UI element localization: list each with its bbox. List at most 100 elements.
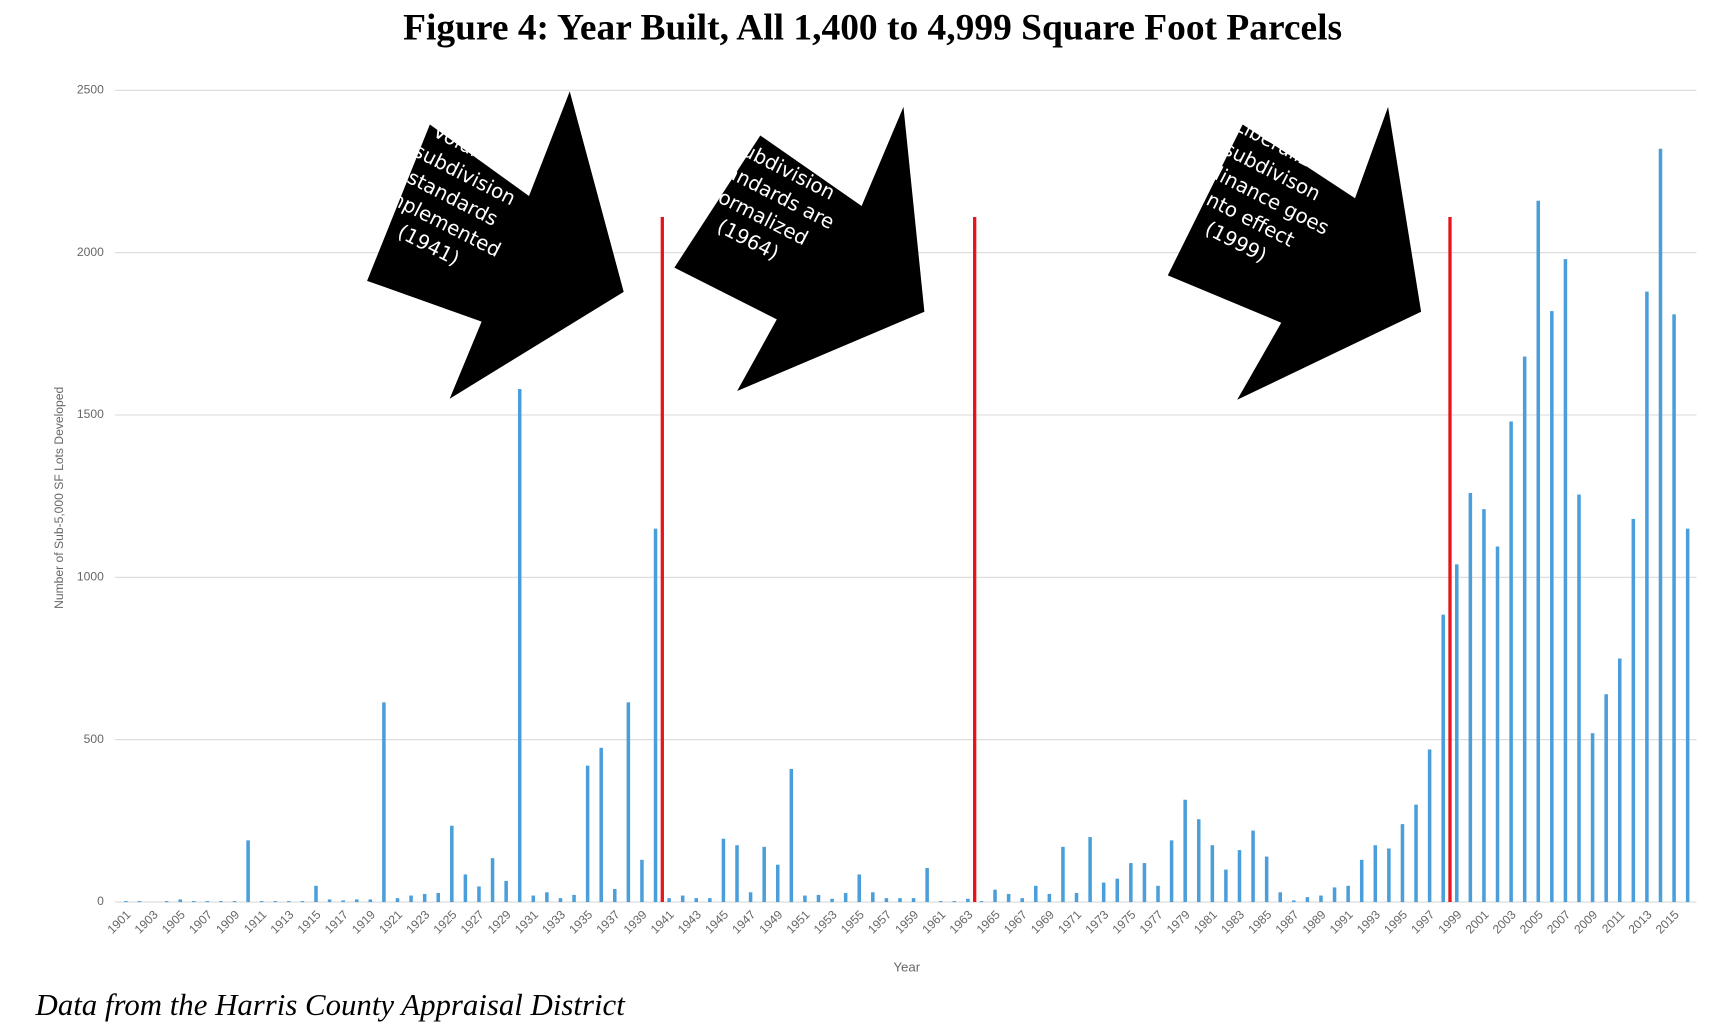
bar xyxy=(993,889,997,903)
x-tick-label: 2009 xyxy=(1571,907,1600,936)
arrow xyxy=(1167,106,1422,400)
bar xyxy=(504,880,508,903)
x-tick-label: 1995 xyxy=(1381,907,1410,936)
bar xyxy=(1563,259,1568,903)
x-tick-label: 1993 xyxy=(1354,907,1383,936)
bar xyxy=(653,528,658,903)
x-tick-label: 1923 xyxy=(403,907,432,936)
y-tick-label: 1500 xyxy=(77,407,104,421)
bar xyxy=(1034,885,1038,903)
x-tick-label: 2007 xyxy=(1544,907,1573,936)
bar xyxy=(952,901,957,903)
bar xyxy=(1047,893,1052,903)
x-tick-label: 1959 xyxy=(892,907,921,936)
bar xyxy=(1658,148,1663,903)
x-tick-label: 1917 xyxy=(322,907,351,936)
x-tick-label: 1927 xyxy=(458,907,487,936)
x-tick-label: 1983 xyxy=(1218,907,1247,936)
bar xyxy=(1115,878,1120,903)
bar xyxy=(436,892,440,903)
bar xyxy=(259,901,264,903)
bar xyxy=(789,768,794,903)
chart-title: Figure 4: Year Built, All 1,400 to 4,999… xyxy=(403,7,1342,48)
x-tick-label: 1937 xyxy=(594,907,623,936)
x-tick-label: 1977 xyxy=(1137,907,1166,936)
x-tick-label: 1971 xyxy=(1055,907,1084,936)
bar xyxy=(1319,895,1323,903)
bar xyxy=(898,898,902,903)
bar xyxy=(1590,733,1595,903)
x-tick-label: 1933 xyxy=(539,907,568,936)
x-tick-label: 2001 xyxy=(1463,907,1492,936)
bar xyxy=(1061,846,1065,903)
y-tick-label: 0 xyxy=(97,894,104,908)
bar xyxy=(843,892,848,903)
bar xyxy=(748,892,753,903)
bar xyxy=(1088,837,1092,903)
bar xyxy=(314,885,318,903)
x-tick-label: 1979 xyxy=(1164,907,1193,936)
bar xyxy=(1685,528,1690,903)
bar xyxy=(490,858,495,903)
bar xyxy=(857,874,861,903)
bar xyxy=(232,901,237,903)
bar xyxy=(775,864,780,903)
x-tick-label: 1943 xyxy=(675,907,704,936)
x-tick-label: 1903 xyxy=(132,907,161,936)
x-tick-label: 1907 xyxy=(186,907,215,936)
bar xyxy=(1196,819,1201,903)
bar xyxy=(1210,845,1215,903)
bar xyxy=(626,702,631,903)
x-tick-label: 2011 xyxy=(1599,907,1628,936)
bar xyxy=(1156,885,1160,903)
bar xyxy=(680,895,685,903)
arrow xyxy=(674,106,925,391)
bar xyxy=(1522,356,1527,903)
y-tick-label: 1000 xyxy=(77,570,104,584)
bar xyxy=(341,900,345,903)
bar xyxy=(803,895,807,903)
arrow xyxy=(367,91,624,399)
x-tick-label: 1945 xyxy=(702,907,731,936)
bar xyxy=(300,901,305,903)
x-tick-label: 1961 xyxy=(919,907,948,936)
x-tick-label: 1947 xyxy=(729,907,758,936)
bar xyxy=(762,846,766,903)
bar xyxy=(1251,830,1255,903)
bar xyxy=(884,898,889,903)
bar xyxy=(721,838,726,903)
x-tick-label: 1967 xyxy=(1001,907,1030,936)
bar xyxy=(517,389,522,903)
x-tick-label: 1931 xyxy=(512,907,541,936)
x-tick-label: 1949 xyxy=(756,907,785,936)
bar xyxy=(1305,897,1310,903)
x-tick-label: 2005 xyxy=(1517,907,1546,936)
bar xyxy=(1577,494,1581,903)
y-tick-label: 500 xyxy=(84,732,104,746)
bar xyxy=(1006,893,1011,903)
bar xyxy=(531,895,536,903)
x-tick-label: 1915 xyxy=(295,907,324,936)
x-tick-label: 1905 xyxy=(159,907,188,936)
bar xyxy=(871,892,875,903)
x-tick-label: 1991 xyxy=(1327,907,1356,936)
bar xyxy=(1169,840,1174,903)
bar xyxy=(558,898,563,903)
x-tick-label: 1985 xyxy=(1245,907,1274,936)
bar xyxy=(1346,885,1350,903)
bar xyxy=(1550,311,1554,903)
bar xyxy=(599,747,603,903)
bar xyxy=(966,898,970,903)
bar xyxy=(287,901,291,903)
x-tick-label: 2013 xyxy=(1626,907,1655,936)
bar xyxy=(830,898,834,903)
y-tick-label: 2500 xyxy=(77,83,104,97)
bar xyxy=(1604,694,1608,903)
x-tick-label: 1935 xyxy=(566,907,595,936)
x-tick-label: 2003 xyxy=(1490,907,1519,936)
bar xyxy=(1142,863,1147,903)
bar xyxy=(1101,882,1106,903)
x-tick-label: 1999 xyxy=(1436,907,1465,936)
x-tick-label: 1921 xyxy=(376,907,405,936)
